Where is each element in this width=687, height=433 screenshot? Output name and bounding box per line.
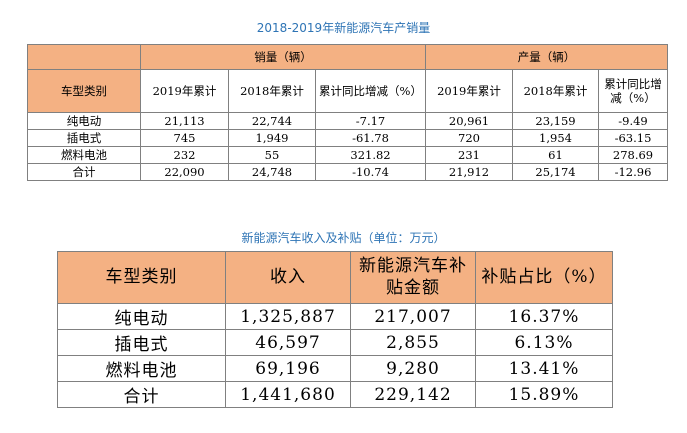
group-header: 销量（辆）	[140, 44, 426, 70]
cell: 720	[425, 129, 513, 147]
sub-header: 2018年累计	[228, 69, 316, 113]
cell: 1,954	[512, 129, 599, 147]
cell: 1,949	[228, 129, 316, 147]
cell: 25,174	[512, 163, 599, 181]
cell: 1,325,887	[225, 303, 351, 330]
cell: 745	[140, 129, 229, 147]
cell: -10.74	[315, 163, 426, 181]
cell: 229,142	[350, 381, 476, 408]
cell: 231	[425, 146, 513, 164]
data-row: 纯电动 21,113 22,744 -7.17 20,961 23,159 -9.49	[27, 112, 668, 130]
sub-header: 累计同比增减（%）	[315, 69, 426, 113]
cell: 6.13%	[475, 329, 613, 356]
header-cell: 补贴占比（%）	[475, 251, 613, 304]
table-title: 2018-2019年新能源汽车产销量	[256, 21, 431, 35]
group-row: 销量（辆） 产量（辆）	[27, 44, 668, 70]
header-row: 车型类别 收入 新能源汽车补贴金额 补贴占比（%）	[57, 251, 613, 304]
cell: -12.96	[598, 163, 668, 181]
sales-table: 销量（辆） 产量（辆） 车型类别 2019年累计 2018年累计 累计同比增减（%） 2…	[27, 44, 668, 181]
blank-cell	[27, 44, 141, 70]
cell: 61	[512, 146, 599, 164]
cell: 燃料电池	[27, 146, 141, 164]
sub-header: 累计同比增减（%）	[598, 69, 668, 113]
cell: -9.49	[598, 112, 668, 130]
cell: 1,441,680	[225, 381, 351, 408]
cell: 22,744	[228, 112, 316, 130]
data-row: 燃料电池 232 55 321.82 231 61 278.69	[27, 146, 668, 164]
cell: -7.17	[315, 112, 426, 130]
cell: 217,007	[350, 303, 476, 330]
cell: 21,912	[425, 163, 513, 181]
cell: 69,196	[225, 355, 351, 382]
cell: 2,855	[350, 329, 476, 356]
cell: 纯电动	[27, 112, 141, 130]
data-row: 燃料电池 69,196 9,280 13.41%	[57, 355, 613, 382]
cell: 23,159	[512, 112, 599, 130]
cell: 20,961	[425, 112, 513, 130]
cell: 插电式	[27, 129, 141, 147]
cell: 合计	[57, 381, 226, 408]
header-cell: 车型类别	[27, 69, 141, 113]
cell: 46,597	[225, 329, 351, 356]
data-row: 插电式 46,597 2,855 6.13%	[57, 329, 613, 356]
cell: 21,113	[140, 112, 229, 130]
cell: -61.78	[315, 129, 426, 147]
cell: 插电式	[57, 329, 226, 356]
sub-header: 2018年累计	[512, 69, 599, 113]
data-row: 插电式 745 1,949 -61.78 720 1,954 -63.15	[27, 129, 668, 147]
sub-header: 2019年累计	[140, 69, 229, 113]
cell: 24,748	[228, 163, 316, 181]
cell: 13.41%	[475, 355, 613, 382]
cell: -63.15	[598, 129, 668, 147]
cell: 15.89%	[475, 381, 613, 408]
cell: 9,280	[350, 355, 476, 382]
cell: 燃料电池	[57, 355, 226, 382]
table-title: 新能源汽车收入及补贴（单位：万元）	[241, 231, 446, 245]
header-cell: 新能源汽车补贴金额	[350, 251, 476, 304]
sub-header: 2019年累计	[425, 69, 513, 113]
header-cell: 收入	[225, 251, 351, 304]
subsidy-table: 车型类别 收入 新能源汽车补贴金额 补贴占比（%） 纯电动 1,325,887 217,0…	[57, 251, 613, 408]
cell: 232	[140, 146, 229, 164]
cell: 纯电动	[57, 303, 226, 330]
cell: 321.82	[315, 146, 426, 164]
header-cell: 车型类别	[57, 251, 226, 304]
group-header: 产量（辆）	[425, 44, 668, 70]
cell: 合计	[27, 163, 141, 181]
data-row: 合计 1,441,680 229,142 15.89%	[57, 381, 613, 408]
cell: 16.37%	[475, 303, 613, 330]
cell: 55	[228, 146, 316, 164]
data-row: 合计 22,090 24,748 -10.74 21,912 25,174 -12.96	[27, 163, 668, 181]
cell: 22,090	[140, 163, 229, 181]
sub-header-row: 车型类别 2019年累计 2018年累计 累计同比增减（%） 2019年累计 2018年累…	[27, 69, 668, 113]
cell: 278.69	[598, 146, 668, 164]
data-row: 纯电动 1,325,887 217,007 16.37%	[57, 303, 613, 330]
